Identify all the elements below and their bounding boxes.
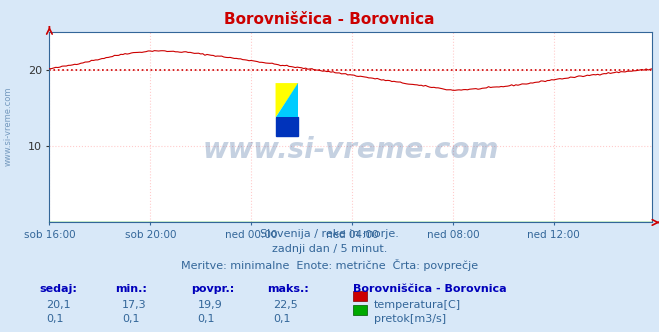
Polygon shape [275, 83, 299, 118]
Text: 0,1: 0,1 [198, 314, 215, 324]
Text: sedaj:: sedaj: [40, 284, 77, 294]
Text: www.si-vreme.com: www.si-vreme.com [203, 136, 499, 164]
Text: www.si-vreme.com: www.si-vreme.com [4, 86, 13, 166]
Text: povpr.:: povpr.: [191, 284, 235, 294]
Text: maks.:: maks.: [267, 284, 308, 294]
Polygon shape [275, 83, 299, 118]
Text: 20,1: 20,1 [46, 300, 71, 310]
Text: 22,5: 22,5 [273, 300, 299, 310]
Text: 0,1: 0,1 [46, 314, 64, 324]
Text: Borovniščica - Borovnica: Borovniščica - Borovnica [353, 284, 506, 294]
Text: Meritve: minimalne  Enote: metrične  Črta: povprečje: Meritve: minimalne Enote: metrične Črta:… [181, 259, 478, 271]
Text: temperatura[C]: temperatura[C] [374, 300, 461, 310]
Text: 0,1: 0,1 [122, 314, 140, 324]
Text: 19,9: 19,9 [198, 300, 223, 310]
Text: pretok[m3/s]: pretok[m3/s] [374, 314, 445, 324]
Text: zadnji dan / 5 minut.: zadnji dan / 5 minut. [272, 244, 387, 254]
Text: 17,3: 17,3 [122, 300, 146, 310]
Text: Borovniščica - Borovnica: Borovniščica - Borovnica [224, 12, 435, 27]
Bar [275, 118, 299, 136]
Text: min.:: min.: [115, 284, 147, 294]
Text: Slovenija / reke in morje.: Slovenija / reke in morje. [260, 229, 399, 239]
Text: 0,1: 0,1 [273, 314, 291, 324]
